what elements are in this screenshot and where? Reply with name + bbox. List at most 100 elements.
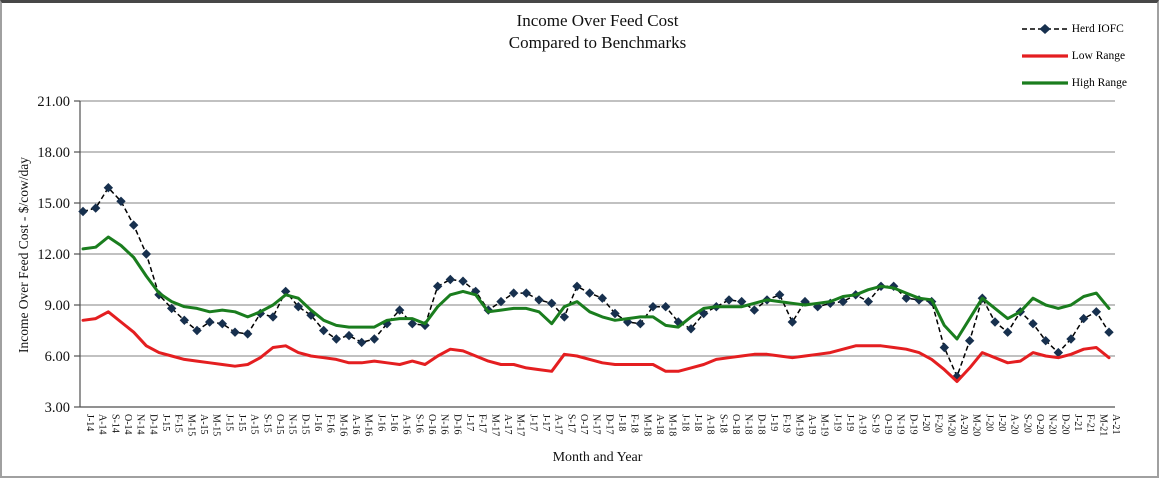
- herd-iofc-marker: [1066, 334, 1076, 344]
- x-tick-label: M-18: [667, 414, 678, 436]
- herd-iofc-marker: [318, 325, 329, 336]
- x-tick-label: M-17: [489, 414, 500, 436]
- chart-title-line1: Income Over Feed Cost: [516, 11, 679, 30]
- x-tick-label: J-16: [375, 414, 386, 431]
- x-tick-label: F-19: [781, 414, 792, 433]
- x-tick-label: J-20: [983, 414, 994, 431]
- herd-iofc-marker: [128, 220, 139, 230]
- x-tick-label: F-16: [325, 414, 336, 433]
- x-tick-label: A-18: [705, 414, 716, 435]
- x-tick-label: F-20: [933, 414, 944, 433]
- x-tick-label: N-18: [743, 414, 754, 435]
- x-tick-label: M-16: [337, 414, 348, 436]
- x-tick-label: M-16: [363, 414, 374, 436]
- herd-iofc-marker: [610, 308, 620, 319]
- x-tick-label: O-19: [882, 414, 893, 435]
- herd-iofc-marker: [508, 288, 519, 298]
- x-tick-label: M-19: [819, 414, 830, 436]
- herd-iofc-marker: [838, 296, 848, 307]
- x-tick-label: J-20: [996, 414, 1007, 431]
- x-tick-label: S-15: [261, 414, 272, 433]
- herd-iofc-marker: [394, 305, 405, 315]
- herd-iofc-marker: [242, 329, 253, 339]
- x-tick-label: A-20: [958, 414, 969, 435]
- herd-iofc-marker: [686, 324, 696, 334]
- x-tick-label: D-19: [907, 414, 918, 435]
- herd-iofc-marker: [369, 334, 380, 344]
- y-tick-label: 18.00: [37, 145, 70, 161]
- x-tick-label: O-20: [1034, 414, 1045, 435]
- x-tick-label: F-17: [477, 414, 488, 433]
- x-tick-label: D-16: [451, 414, 462, 435]
- herd-iofc-marker: [964, 336, 975, 346]
- x-tick-label: O-14: [122, 414, 133, 435]
- legend-item-herd-iofc: Herd IOFC: [1021, 15, 1127, 42]
- x-tick-label: A-19: [806, 414, 817, 435]
- x-axis-title: Month and Year: [552, 450, 643, 465]
- herd-iofc-marker: [141, 249, 152, 259]
- herd-iofc-marker: [572, 281, 582, 291]
- y-tick-label: 3.00: [45, 400, 70, 416]
- low-range-line: [81, 310, 1111, 383]
- herd-iofc-marker: [166, 303, 177, 314]
- herd-iofc-marker: [103, 183, 114, 193]
- x-tick-label: N-15: [287, 414, 298, 435]
- y-tick-label: 9.00: [45, 298, 70, 314]
- x-tick-label: J-21: [1072, 414, 1083, 431]
- y-tick-label: 15.00: [37, 196, 70, 212]
- herd-iofc-marker: [774, 290, 785, 300]
- x-tick-label: J-18: [679, 414, 690, 431]
- x-tick-label: J-16: [388, 414, 399, 431]
- herd-iofc-marker: [1053, 347, 1064, 358]
- x-tick-label: M-20: [945, 414, 956, 436]
- x-tick-label: J-16: [312, 414, 323, 431]
- herd-iofc-marker: [901, 293, 912, 303]
- herd-iofc-marker: [546, 298, 557, 308]
- x-tick-label: J-15: [236, 414, 247, 431]
- x-tick-label: J-18: [616, 414, 627, 431]
- chart-legend: Herd IOFC Low Range High Range: [1021, 15, 1127, 96]
- herd-iofc-marker: [990, 317, 1000, 327]
- x-tick-label: A-16: [350, 414, 361, 435]
- herd-iofc-marker: [1091, 307, 1102, 317]
- x-tick-label: M-15: [211, 414, 222, 436]
- high-range-legend-swatch-icon: [1021, 80, 1068, 85]
- x-tick-label: M-20: [971, 414, 982, 436]
- x-tick-label: A-17: [553, 414, 564, 435]
- x-tick-label: S-17: [565, 414, 576, 433]
- x-tick-label: D-15: [299, 414, 310, 435]
- x-tick-label: A-17: [502, 414, 513, 435]
- x-tick-label: A-15: [198, 414, 209, 435]
- x-tick-label: D-14: [147, 414, 158, 435]
- high-range-line: [81, 235, 1111, 341]
- herd-iofc-marker: [1040, 336, 1051, 346]
- herd-iofc-marker: [179, 315, 190, 325]
- legend-label-herd-iofc: Herd IOFC: [1071, 22, 1124, 35]
- herd-iofc-marker: [660, 302, 671, 312]
- x-tick-label: A-21: [1110, 414, 1121, 435]
- iofc-line-chart: 3.00 6.00 9.00 12.00 15.00 18.00 21.00 J-14 A-14…: [37, 94, 1121, 436]
- herd-iofc-marker: [724, 295, 734, 305]
- herd-iofc-marker: [432, 281, 443, 291]
- x-tick-label: A-20: [1009, 414, 1020, 435]
- herd-iofc-marker: [268, 312, 278, 322]
- herd-iofc-marker: [1028, 319, 1038, 329]
- x-tick-label: F-18: [629, 414, 640, 433]
- x-tick-label: D-18: [755, 414, 766, 435]
- herd-iofc-marker: [344, 330, 354, 341]
- x-tick-label: F-21: [1085, 414, 1096, 433]
- chart-title: Income Over Feed Cost Compared to Benchm…: [80, 10, 1115, 54]
- herd-iofc-marker: [331, 334, 342, 344]
- x-tick-label: S-19: [869, 414, 880, 433]
- herd-iofc-marker: [534, 295, 544, 305]
- x-tick-label: D-20: [1059, 414, 1070, 435]
- chart-title-line2: Compared to Benchmarks: [508, 33, 687, 52]
- x-tick-label: J-17: [540, 414, 551, 431]
- x-tick-label: S-14: [109, 414, 120, 433]
- herd-iofc-marker: [863, 296, 874, 307]
- herd-iofc-marker: [78, 206, 88, 217]
- herd-iofc-marker: [939, 342, 950, 353]
- herd-iofc-marker: [648, 302, 658, 312]
- herd-iofc-marker: [356, 337, 367, 348]
